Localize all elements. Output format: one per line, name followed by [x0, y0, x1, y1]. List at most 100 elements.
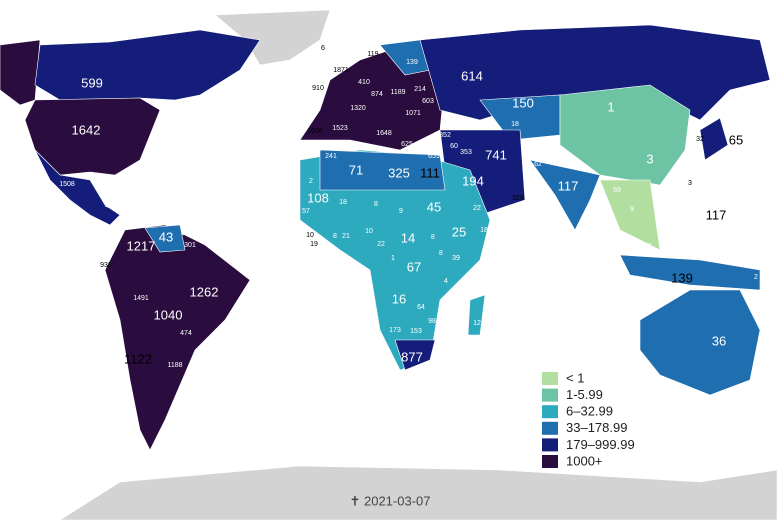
china — [559, 84, 691, 186]
country-value: 19 — [310, 241, 318, 248]
country-value: 152 — [123, 203, 135, 210]
japan — [699, 117, 729, 161]
country-value: 139 — [671, 270, 693, 285]
usa — [24, 97, 161, 176]
venezuela — [144, 224, 186, 253]
country-value: 153 — [410, 328, 422, 335]
country-value: 1871 — [333, 67, 349, 74]
country-value: 8 — [431, 234, 435, 241]
country-value: 4 — [444, 278, 448, 285]
country-value: 108 — [307, 190, 329, 205]
madagascar — [467, 294, 486, 336]
north-africa — [319, 149, 446, 191]
landmasses — [0, 9, 777, 520]
country-value: 6 — [321, 45, 325, 52]
country-value: 23 — [580, 229, 588, 236]
country-value: 877 — [401, 349, 423, 364]
country-value: 352 — [439, 132, 451, 139]
legend-label: 1-5.99 — [566, 387, 603, 402]
country-value: 22 — [473, 205, 481, 212]
country-value: 12 — [473, 320, 481, 327]
country-value: 8 — [374, 201, 378, 208]
country-value: 23 — [453, 305, 461, 312]
country-value: 21 — [342, 233, 350, 240]
country-value: 1 — [391, 255, 395, 262]
country-value: 52 — [593, 190, 601, 197]
country-value: 150 — [512, 95, 534, 110]
indonesia — [619, 254, 761, 291]
antarctica — [59, 465, 777, 520]
country-value: 3 — [646, 151, 653, 166]
country-value: 10 — [306, 232, 314, 239]
country-value: 25 — [452, 224, 466, 239]
legend-swatch — [542, 388, 558, 402]
country-value: 98 — [428, 318, 436, 325]
australia — [639, 289, 761, 396]
country-value: 1189 — [390, 89, 405, 96]
country-value: 1071 — [405, 110, 421, 117]
country-value: 353 — [460, 149, 472, 156]
country-value: 62 — [534, 161, 542, 168]
country-value: 256 — [181, 230, 193, 237]
country-value: 1262 — [190, 284, 219, 299]
country-value: 659 — [428, 153, 440, 160]
country-value: 443 — [105, 203, 117, 210]
legend-swatch — [542, 405, 558, 419]
country-value: 1217 — [127, 238, 156, 253]
legend-label: 1000+ — [566, 453, 603, 468]
country-value: 117 — [706, 207, 727, 222]
country-value: 1642 — [72, 122, 101, 137]
country-value: 139 — [406, 59, 418, 66]
country-value: 39 — [452, 255, 460, 262]
country-value: 31 — [121, 189, 129, 196]
legend-swatch — [542, 421, 558, 435]
country-value: 1122 — [124, 351, 152, 366]
country-value: 214 — [414, 86, 426, 93]
india — [529, 159, 601, 231]
country-value: 183 — [192, 363, 204, 370]
country-value: 9 — [399, 208, 403, 215]
legend-swatch — [542, 438, 558, 452]
country-value: 8 — [333, 233, 337, 240]
legend-swatch — [542, 372, 558, 385]
country-value: 2 — [309, 178, 313, 185]
legend-label: 179–999.99 — [566, 437, 635, 452]
country-value: 22 — [139, 201, 147, 208]
country-value: 1 — [607, 99, 614, 114]
country-value: 599 — [81, 75, 103, 90]
country-value: 66 — [523, 150, 531, 157]
country-value: 325 — [388, 165, 410, 180]
country-value: 22 — [377, 241, 385, 248]
country-value: 410 — [358, 79, 370, 86]
country-value: 2 — [754, 274, 758, 281]
country-value: 625 — [401, 141, 413, 148]
alaska — [0, 39, 41, 106]
country-value: 45 — [427, 199, 441, 214]
country-value: 1415 — [115, 222, 131, 229]
country-value: 119 — [367, 51, 378, 58]
southeast-asia — [599, 179, 661, 251]
country-value: 301 — [184, 242, 196, 249]
country-value: 1188 — [167, 362, 182, 369]
country-value: 1491 — [133, 295, 149, 302]
country-value: 173 — [389, 327, 401, 334]
country-value: 60 — [450, 143, 458, 150]
country-value: 1523 — [332, 125, 348, 132]
country-value: 1606 — [307, 128, 323, 135]
country-value: 18 — [339, 199, 347, 206]
south-america — [104, 224, 251, 451]
date-caption: ✝ 2021-03-07 — [349, 493, 430, 508]
country-value: 57 — [302, 208, 310, 215]
country-value: 3 — [688, 180, 692, 187]
country-value: 65 — [729, 132, 743, 147]
country-value: 10 — [365, 228, 373, 235]
country-value: 241 — [325, 153, 337, 160]
country-value: 1648 — [376, 130, 392, 137]
country-value: 9 — [630, 206, 634, 213]
country-value: 36 — [712, 333, 726, 348]
country-value: 64 — [417, 304, 425, 311]
country-value: 1508 — [59, 181, 75, 188]
